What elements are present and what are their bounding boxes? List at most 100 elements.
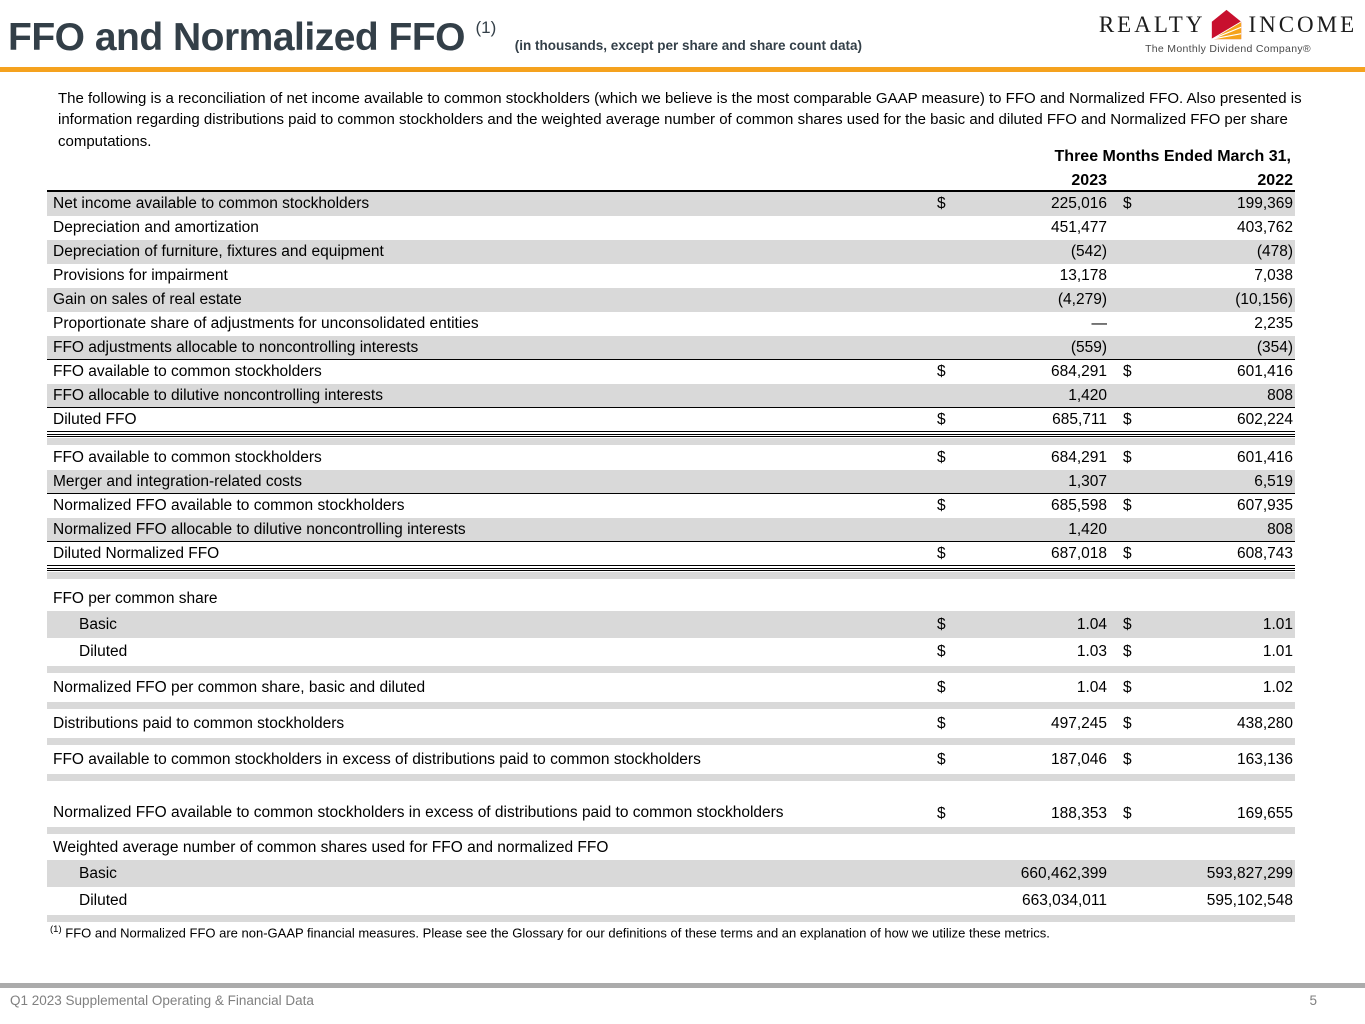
value-2023: 687,018 xyxy=(1050,544,1107,562)
value-2022: 808 xyxy=(1267,520,1293,538)
accent-bar xyxy=(0,67,1365,72)
table-row: Normalized FFO available to common stock… xyxy=(47,782,1295,826)
value-2022: 595,102,548 xyxy=(1206,891,1293,909)
table-row: Normalized FFO per common share, basic a… xyxy=(47,674,1295,701)
value-2023: (559) xyxy=(1070,338,1107,356)
table-row: Gain on sales of real estate (4,279) (10,1… xyxy=(47,288,1295,312)
row-label: Basic xyxy=(79,615,117,633)
house-icon xyxy=(1212,9,1242,40)
value-2022: 6,519 xyxy=(1254,472,1293,490)
total-double-rule xyxy=(47,568,1295,571)
value-2022: 169,655 xyxy=(1236,805,1293,822)
value-2023: (4,279) xyxy=(1057,291,1107,308)
page-title: FFO and Normalized FFO xyxy=(8,16,466,59)
row-spacer xyxy=(47,827,1295,834)
row-spacer xyxy=(47,438,1295,445)
value-2022: 601,416 xyxy=(1236,363,1293,380)
value-2023: — xyxy=(1091,315,1108,332)
row-label: Merger and integration-related costs xyxy=(53,472,302,490)
row-label: Normalized FFO available to common stock… xyxy=(53,803,784,821)
row-label: FFO available to common stockholders xyxy=(53,449,322,466)
row-label: FFO available to common stockholders xyxy=(53,363,322,380)
row-label: Basic xyxy=(79,864,117,882)
dollar-sign-2022: $ xyxy=(1123,615,1132,633)
value-2023: 1,420 xyxy=(1068,386,1107,404)
page-header: FFO and Normalized FFO (1) (in thousands… xyxy=(0,0,1365,68)
value-2023: 663,034,011 xyxy=(1021,891,1107,909)
row-label: Diluted xyxy=(79,891,128,909)
value-2022: 808 xyxy=(1267,386,1293,404)
footer-page-number: 5 xyxy=(1309,993,1317,1008)
value-2023: 1,420 xyxy=(1068,520,1107,538)
table-row: FFO allocable to dilutive noncontrolling… xyxy=(47,384,1295,408)
table-row: Provisions for impairment 13,178 7,038 xyxy=(47,264,1295,288)
row-label: Proportionate share of adjustments for u… xyxy=(53,315,479,332)
table-row: FFO available to common stockholders $684… xyxy=(47,360,1295,384)
footer-title: Q1 2023 Supplemental Operating & Financi… xyxy=(10,993,314,1008)
row-spacer xyxy=(47,915,1295,922)
dollar-sign-2022: $ xyxy=(1123,678,1132,696)
row-label: Normalized FFO per common share, basic a… xyxy=(53,678,426,696)
value-2022: 199,369 xyxy=(1236,195,1293,212)
table-body: Net income available to common stockhold… xyxy=(47,192,1295,922)
row-label: Diluted Normalized FFO xyxy=(53,544,220,562)
dollar-sign-2022: $ xyxy=(1123,449,1132,466)
dollar-sign-2023: $ xyxy=(937,714,946,732)
footer-divider xyxy=(0,983,1365,988)
row-label: Weighted average number of common shares… xyxy=(53,838,609,856)
dollar-sign-2023: $ xyxy=(937,805,946,822)
period-header: Three Months Ended March 31, xyxy=(1054,148,1291,165)
dollar-sign-2023: $ xyxy=(937,750,946,768)
row-label: FFO per common share xyxy=(53,589,218,607)
row-spacer xyxy=(47,738,1295,745)
row-label: FFO allocable to dilutive noncontrolling… xyxy=(53,386,383,404)
units-subtitle: (in thousands, except per share and shar… xyxy=(514,38,863,53)
dollar-sign-2023: $ xyxy=(937,410,946,428)
table-row: Normalized FFO allocable to dilutive non… xyxy=(47,518,1295,542)
dollar-sign-2023: $ xyxy=(937,363,946,380)
value-2022: 1.01 xyxy=(1262,642,1293,660)
value-2022: 1.01 xyxy=(1262,615,1293,633)
table-row: Diluted $1.03 $1.01 xyxy=(47,638,1295,665)
dollar-sign-2022: $ xyxy=(1123,410,1132,428)
table-row: Diluted 663,034,011 595,102,548 xyxy=(47,887,1295,914)
table-row: Depreciation and amortization 451,477 403,… xyxy=(47,216,1295,240)
table-row: Depreciation of furniture, fixtures and … xyxy=(47,240,1295,264)
dollar-sign-2023: $ xyxy=(937,642,946,660)
value-2023: 684,291 xyxy=(1050,363,1107,380)
dollar-sign-2022: $ xyxy=(1123,363,1132,380)
ffo-table: Three Months Ended March 31, 2023 2022 N… xyxy=(47,148,1295,923)
dollar-sign-2022: $ xyxy=(1123,805,1132,822)
row-spacer xyxy=(47,774,1295,781)
value-2023: 187,046 xyxy=(1050,750,1107,768)
table-row: Diluted FFO $685,711 $602,224 xyxy=(47,408,1295,432)
logo-word-realty: REALTY xyxy=(1098,11,1206,37)
value-2023: (542) xyxy=(1070,243,1107,260)
value-2023: 684,291 xyxy=(1050,449,1107,466)
row-label: Normalized FFO allocable to dilutive non… xyxy=(53,520,466,538)
year-2022-header: 2022 xyxy=(1257,172,1293,189)
value-2022: (354) xyxy=(1256,338,1293,356)
value-2022: 7,038 xyxy=(1254,267,1293,284)
dollar-sign-2022: $ xyxy=(1123,497,1132,514)
row-label: Diluted FFO xyxy=(53,410,137,428)
value-2022: 607,935 xyxy=(1236,497,1293,514)
logo-word-income: INCOME xyxy=(1248,11,1358,37)
table-row: Normalized FFO available to common stock… xyxy=(47,494,1295,518)
row-label: Provisions for impairment xyxy=(53,267,228,284)
value-2023: 13,178 xyxy=(1059,267,1107,284)
years-header-row: 2023 2022 xyxy=(47,170,1295,192)
row-label: FFO adjustments allocable to noncontroll… xyxy=(53,338,419,356)
value-2023: 685,598 xyxy=(1050,497,1107,514)
row-label: Depreciation of furniture, fixtures and … xyxy=(53,243,384,260)
footnote-marker: (1) xyxy=(50,924,62,935)
value-2022: 438,280 xyxy=(1236,714,1293,732)
dollar-sign-2023: $ xyxy=(937,615,946,633)
section-row: Weighted average number of common shares… xyxy=(47,835,1295,860)
table-row: Basic $1.04 $1.01 xyxy=(47,611,1295,638)
section-row: FFO per common share xyxy=(47,586,1295,611)
value-2022: (478) xyxy=(1256,243,1293,260)
value-2022: 601,416 xyxy=(1236,449,1293,466)
value-2022: 403,762 xyxy=(1236,219,1293,236)
value-2023: 225,016 xyxy=(1050,195,1107,212)
